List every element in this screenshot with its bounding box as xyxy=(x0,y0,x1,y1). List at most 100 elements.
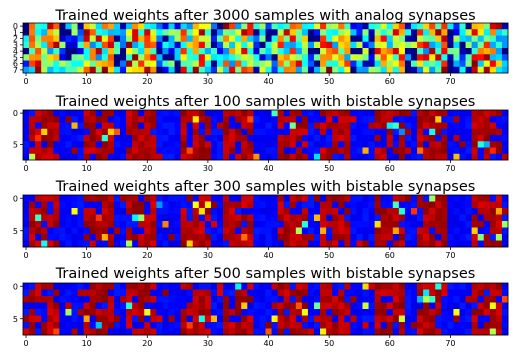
heatmap-cell xyxy=(253,110,260,117)
heatmap-cell xyxy=(47,195,54,202)
heatmap-cell xyxy=(253,29,260,36)
heatmap-cell xyxy=(113,41,121,49)
heatmap-cell xyxy=(501,122,509,130)
heatmap-cell xyxy=(132,54,139,61)
heatmap-cell xyxy=(483,315,491,323)
heatmap-cell xyxy=(477,315,485,323)
heatmap-cell xyxy=(483,116,491,123)
heatmap-cell xyxy=(265,23,272,30)
heatmap-cell xyxy=(344,48,351,55)
heatmap-cell xyxy=(89,135,97,142)
heatmap-cell xyxy=(332,122,339,130)
heatmap-cell xyxy=(459,227,466,235)
heatmap-cell xyxy=(77,153,84,161)
heatmap-cell xyxy=(113,153,121,161)
heatmap-cell xyxy=(501,35,509,43)
heatmap-cell xyxy=(162,66,169,74)
heatmap-cell xyxy=(483,29,491,36)
heatmap-cell xyxy=(501,54,509,61)
heatmap-cell xyxy=(89,221,97,228)
heatmap-cell xyxy=(107,201,115,209)
heatmap-cell xyxy=(501,214,509,222)
heatmap-cell xyxy=(307,195,315,202)
heatmap-cell xyxy=(89,54,97,61)
heatmap-cell xyxy=(223,315,230,323)
heatmap-cell xyxy=(398,122,406,130)
heatmap-cell xyxy=(435,135,442,142)
heatmap-cell xyxy=(259,41,266,49)
heatmap-cell xyxy=(423,208,430,215)
heatmap-cell xyxy=(198,328,206,336)
heatmap-cell xyxy=(156,147,163,155)
heatmap-cell xyxy=(23,60,30,68)
heatmap-cell xyxy=(101,221,109,228)
heatmap-cell xyxy=(156,29,163,36)
heatmap-cell xyxy=(332,35,339,43)
heatmap-cell xyxy=(374,110,382,117)
heatmap-cell xyxy=(459,147,466,155)
heatmap-cell xyxy=(332,201,339,209)
heatmap-cell xyxy=(356,147,363,155)
heatmap-cell xyxy=(65,195,72,202)
heatmap-cell xyxy=(277,296,285,303)
heatmap-cell xyxy=(229,29,236,36)
x-tick-label: 20 xyxy=(142,164,152,173)
heatmap-cell xyxy=(350,128,357,136)
heatmap-cell xyxy=(265,29,272,36)
heatmap-cell xyxy=(259,195,266,202)
heatmap-cell xyxy=(174,66,181,74)
heatmap-cell xyxy=(477,195,485,202)
heatmap-cell xyxy=(380,153,388,161)
heatmap-cell xyxy=(162,128,169,136)
heatmap-cell xyxy=(332,208,339,215)
heatmap-cell xyxy=(423,289,430,297)
heatmap-cell xyxy=(210,48,218,55)
heatmap-cell xyxy=(483,147,491,155)
heatmap-cell xyxy=(289,208,297,215)
heatmap-cell xyxy=(168,122,175,130)
heatmap-cell xyxy=(441,41,448,49)
heatmap-cell xyxy=(174,296,181,303)
heatmap-cell xyxy=(465,110,472,117)
heatmap-cell xyxy=(101,116,109,123)
heatmap-cell xyxy=(301,122,309,130)
heatmap-cell xyxy=(271,66,278,74)
heatmap-cell xyxy=(307,23,315,30)
heatmap-cell xyxy=(192,322,200,329)
heatmap-cell xyxy=(241,302,248,310)
heatmap-cell xyxy=(398,283,406,290)
heatmap-cell xyxy=(101,147,109,155)
heatmap-cell xyxy=(380,147,388,155)
heatmap-cell xyxy=(107,328,115,336)
heatmap-cell xyxy=(350,328,357,336)
heatmap-cell xyxy=(89,66,97,74)
heatmap-cell xyxy=(453,29,460,36)
heatmap-cell xyxy=(477,60,485,68)
heatmap-cell xyxy=(307,201,315,209)
y-tick-label: 3 xyxy=(13,41,18,50)
heatmap-cell xyxy=(489,66,497,74)
heatmap-cell xyxy=(89,322,97,329)
heatmap-cell xyxy=(411,128,418,136)
heatmap-cell xyxy=(423,54,430,61)
heatmap-cell xyxy=(368,41,375,49)
heatmap-cell xyxy=(495,328,503,336)
heatmap-cell xyxy=(271,234,278,241)
heatmap-cell xyxy=(368,208,375,215)
heatmap-cell xyxy=(295,302,303,310)
heatmap-cell xyxy=(198,116,206,123)
heatmap-cell xyxy=(186,23,194,30)
heatmap-cell xyxy=(241,54,248,61)
heatmap-cell xyxy=(295,283,303,290)
heatmap-cell xyxy=(471,208,479,215)
x-tick-label: 70 xyxy=(445,251,455,260)
heatmap-cell xyxy=(217,221,224,228)
heatmap-cell xyxy=(156,234,163,241)
heatmap-cell xyxy=(156,296,163,303)
heatmap-cell xyxy=(289,66,297,74)
heatmap-cell xyxy=(326,141,333,148)
heatmap-cell xyxy=(259,122,266,130)
heatmap-cell xyxy=(368,296,375,303)
heatmap-cell xyxy=(441,240,448,248)
heatmap-cell xyxy=(392,110,400,117)
